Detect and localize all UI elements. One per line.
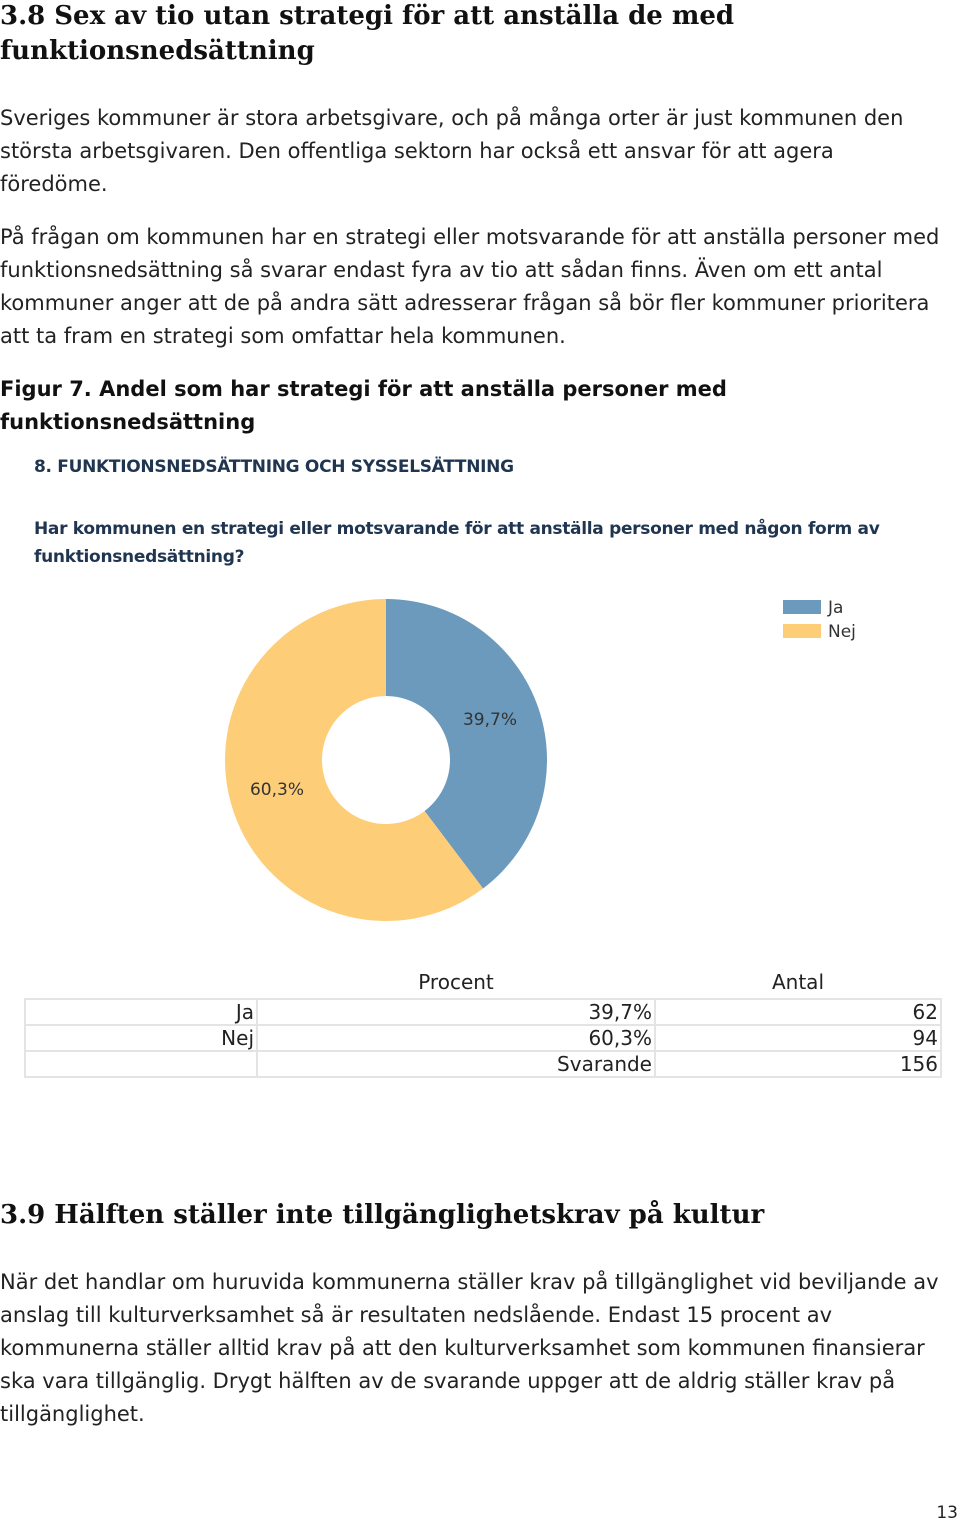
table-row: Ja 39,7% 62: [24, 998, 942, 1026]
legend-label-nej: Nej: [828, 622, 856, 642]
survey-question: Har kommunen en strategi eller motsvaran…: [34, 519, 880, 567]
table-cell-count: 94: [654, 1024, 942, 1052]
table-header-blank: [25, 966, 257, 999]
legend-label-ja: Ja: [827, 598, 843, 618]
table-cell-count: 156: [654, 1050, 942, 1078]
table-header-count: Antal: [771, 970, 824, 994]
slice-ja: [386, 599, 548, 889]
slice-nej: [225, 599, 484, 921]
table-cell-percent: Svarande: [256, 1050, 656, 1078]
table-cell-label: Nej: [24, 1024, 258, 1052]
results-table: Procent Antal Ja 39,7% 62 Nej 60,3% 94 S…: [24, 966, 942, 1078]
table-row: Svarande 156: [24, 1050, 942, 1078]
strategy-paragraph: På frågan om kommunen har en strategi el…: [0, 225, 940, 348]
survey-section-title: 8. FUNKTIONSNEDSÄTTNING OCH SYSSELSÄTTNI…: [34, 457, 514, 477]
table-row: Nej 60,3% 94: [24, 1024, 942, 1052]
table-cell-percent: 39,7%: [256, 998, 656, 1026]
table-header-percent: Procent: [418, 970, 494, 994]
intro-paragraph: Sveriges kommuner är stora arbetsgivare,…: [0, 106, 904, 196]
legend-swatch-nej: [783, 624, 821, 638]
culture-paragraph: När det handlar om huruvida kommunerna s…: [0, 1270, 939, 1426]
donut-chart: 39,7% 60,3% Ja Nej: [225, 598, 856, 921]
page-number: 13: [936, 1503, 958, 1523]
section-heading: 3.8 Sex av tio utan strategi för att ans…: [0, 1, 735, 66]
section-heading: 3.9 Hälften ställer inte tillgänglighets…: [0, 1200, 765, 1230]
figure-caption: Figur 7. Andel som har strategi för att …: [0, 377, 727, 434]
table-cell-label: [24, 1050, 258, 1078]
table-cell-label: Ja: [24, 998, 258, 1026]
legend-swatch-ja: [783, 600, 821, 614]
table-header-row: Procent Antal: [25, 966, 941, 999]
table-cell-count: 62: [654, 998, 942, 1026]
table-cell-percent: 60,3%: [256, 1024, 656, 1052]
data-label-nej: 60,3%: [250, 780, 304, 800]
data-label-ja: 39,7%: [463, 710, 517, 730]
